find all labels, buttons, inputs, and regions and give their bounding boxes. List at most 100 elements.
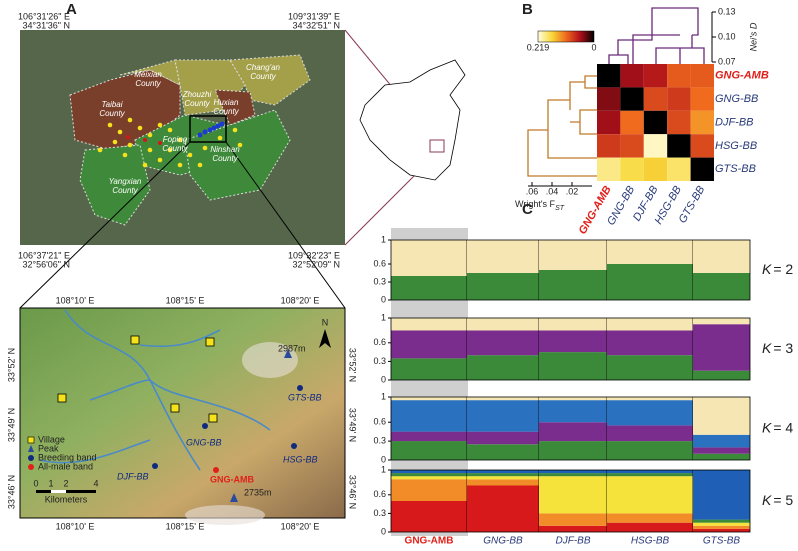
sampling-site (219, 121, 225, 127)
row-label: DJF-BB (715, 116, 754, 128)
ancestry-segment (693, 434, 750, 448)
sampling-site (142, 162, 148, 168)
tick-label: 0.10 (718, 31, 736, 41)
county-label: County (135, 79, 161, 88)
zoom-line (19, 141, 191, 309)
ancestry-segment (467, 479, 539, 486)
row-label: HSG-BB (715, 140, 757, 152)
colorbar (537, 30, 595, 43)
ancestry-segment (539, 476, 607, 514)
heatmap-cell (620, 110, 644, 135)
ancestry-segment (607, 240, 693, 264)
county-label: Foping (163, 135, 188, 144)
ancestry-segment (391, 330, 467, 359)
zoom-line (225, 141, 346, 309)
ancestry-segment (391, 470, 467, 474)
county-label: County (112, 186, 138, 195)
sampling-site (232, 127, 238, 133)
china-outline (359, 59, 466, 181)
ancestry-segment (467, 355, 539, 380)
heatmap-cell (690, 87, 714, 111)
lon-label: 108°20' E (281, 521, 320, 531)
sampling-site (177, 162, 183, 168)
ancestry-segment (391, 400, 467, 432)
sampling-site (167, 147, 173, 153)
ancestry-segment (391, 476, 467, 480)
site-marker (202, 423, 208, 429)
ancestry-segment (467, 476, 539, 480)
site-label: GNG-BB (186, 437, 222, 447)
heatmap-cell (643, 157, 668, 181)
site-marker (297, 385, 303, 391)
ancestry-segment (693, 318, 750, 325)
ancestry-segment (539, 400, 607, 423)
tick-label: .04 (546, 186, 559, 196)
lon-label: 108°15' E (166, 295, 205, 305)
k-value: = 4 (773, 419, 793, 435)
ancestry-segment (693, 240, 750, 273)
lat-label: 33°49' N (6, 408, 16, 442)
sampling-site (137, 125, 143, 131)
y-tick-label: 0.6 (373, 417, 386, 427)
lat-label: 33°49' N (348, 408, 358, 442)
heatmap-cell (643, 64, 668, 88)
ancestry-segment (391, 473, 467, 477)
ancestry-segment (467, 473, 539, 477)
legend-icon (28, 445, 34, 452)
county-label: Ninshan (210, 145, 240, 154)
sampling-site (197, 132, 203, 138)
scale-label: 4 (93, 478, 98, 488)
coordinate-label: 34°31'36" N (22, 20, 70, 30)
sampling-site (147, 132, 153, 138)
k-symbol: K (762, 492, 772, 508)
lon-label: 108°10' E (56, 295, 95, 305)
sampling-site (215, 123, 221, 129)
ancestry-segment (467, 397, 539, 401)
heatmap-cell (643, 87, 668, 111)
ancestry-segment (693, 370, 750, 380)
ancestry-segment (467, 273, 539, 300)
k-value: = 3 (773, 340, 793, 356)
k-label: K = 4 (762, 419, 793, 435)
county-label: County (250, 72, 276, 81)
row-label: GTS-BB (715, 163, 756, 175)
heatmap-cell (643, 134, 668, 158)
y-tick-label: 0 (381, 454, 386, 464)
k-value: = 2 (773, 261, 793, 277)
peak-label: 2987m (278, 343, 306, 353)
site-label: DJF-BB (117, 471, 149, 481)
y-tick-label: 1 (381, 234, 386, 244)
scale-label: 0 (33, 478, 38, 488)
population-label: HSG-BB (631, 536, 670, 547)
north-arrow-shape (319, 329, 331, 348)
heatmap-cell (597, 110, 621, 135)
y-tick-label: 0.6 (373, 489, 386, 499)
sampling-site (158, 141, 162, 145)
village-icon (208, 413, 218, 423)
colorbar-label: 0 (591, 42, 596, 52)
ancestry-segment (539, 397, 607, 401)
ancestry-segment (391, 479, 467, 501)
k-label: K = 3 (762, 340, 793, 356)
site-label: GNG-AMB (210, 474, 254, 484)
k-symbol: K (762, 261, 772, 277)
ancestry-segment (693, 519, 750, 523)
scale-bar (51, 490, 66, 493)
site-marker (152, 463, 158, 469)
heatmap-cell (597, 134, 621, 158)
plot-frame (390, 396, 751, 461)
population-label: GNG-BB (483, 536, 523, 547)
ancestry-segment (391, 240, 467, 276)
plot-frame (390, 469, 751, 533)
coordinate-label: 106°31'26" E (18, 11, 70, 21)
mountain-peak-area (185, 505, 265, 525)
coordinate-label: 106°37'21" E (18, 250, 70, 260)
ancestry-segment (693, 447, 750, 454)
lon-label: 108°20' E (281, 295, 320, 305)
ancestry-segment (539, 240, 607, 270)
heatmap-cell (690, 110, 714, 135)
coordinate-label: 34°32'51" N (292, 20, 340, 30)
tick-label: 0.07 (718, 56, 736, 66)
county-label: County (212, 154, 238, 163)
